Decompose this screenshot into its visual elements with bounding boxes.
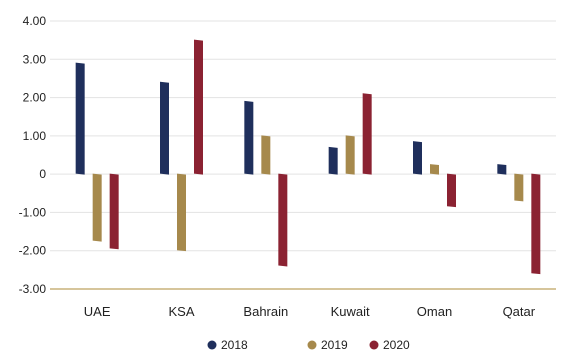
bar-bahrain-2019	[261, 135, 271, 175]
legend-label-2020: 2020	[383, 338, 410, 352]
category-label: Qatar	[503, 304, 536, 319]
y-tick-label: 3.00	[23, 52, 47, 66]
bar-ksa-2020	[194, 39, 203, 175]
bar-uae-2019	[92, 173, 102, 242]
grid-lines	[50, 20, 556, 290]
bar-qatar-2018	[497, 164, 507, 175]
bar-qatar-2019	[514, 173, 524, 202]
bar-ksa-2018	[160, 81, 169, 175]
legend-label-2018: 2018	[221, 338, 248, 352]
bar-oman-2018	[413, 141, 422, 175]
category-label: Kuwait	[331, 304, 370, 319]
y-tick-label: -2.00	[19, 244, 47, 258]
legend-label-2019: 2019	[321, 338, 348, 352]
category-labels: UAE KSA Bahrain Kuwait Oman Qatar	[84, 304, 536, 319]
bar-bahrain-2018	[244, 100, 254, 175]
bar-uae-2020	[109, 173, 119, 250]
bar-bahrain-2020	[278, 173, 288, 267]
y-tick-label: 4.00	[23, 14, 47, 28]
y-tick-label: 0	[39, 167, 46, 181]
bar-kuwait-2020	[362, 93, 372, 175]
legend: 2018 2019 2020	[207, 338, 410, 352]
legend-marker-2019	[307, 340, 317, 350]
bar-kuwait-2018	[328, 146, 338, 175]
category-label: Bahrain	[243, 304, 288, 319]
bar-oman-2020	[447, 173, 456, 208]
bar-uae-2018	[75, 62, 85, 175]
category-label: KSA	[168, 304, 194, 319]
bar-qatar-2020	[531, 173, 541, 275]
y-tick-label: 1.00	[23, 129, 47, 143]
category-label: UAE	[84, 304, 111, 319]
bars	[75, 39, 541, 275]
bar-ksa-2019	[177, 173, 186, 252]
bar-oman-2019	[430, 164, 439, 175]
y-tick-label: -3.00	[19, 282, 47, 296]
y-axis-tick-labels: 4.00 3.00 2.00 1.00 0 -1.00 -2.00 -3.00	[19, 14, 47, 296]
bar-kuwait-2019	[345, 135, 355, 175]
legend-marker-2020	[369, 340, 379, 350]
y-tick-label: 2.00	[23, 91, 47, 105]
y-tick-label: -1.00	[19, 205, 47, 219]
category-label: Oman	[417, 304, 452, 319]
legend-marker-2018	[207, 340, 217, 350]
